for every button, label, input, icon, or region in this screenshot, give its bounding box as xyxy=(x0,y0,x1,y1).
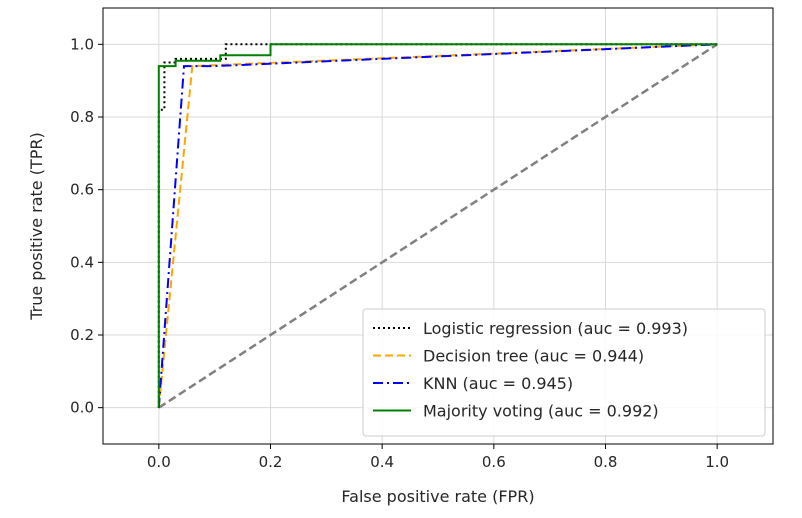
y-tick-label-4: 0.8 xyxy=(70,108,94,126)
x-tick-label-4: 0.8 xyxy=(594,453,618,471)
series-line-3 xyxy=(157,43,718,408)
series-line-4 xyxy=(158,43,718,409)
x-tick-label-2: 0.4 xyxy=(370,453,394,471)
plot-frame xyxy=(102,7,774,445)
x-tick-label-0: 0.0 xyxy=(147,453,171,471)
x-tick-label-3: 0.6 xyxy=(482,453,506,471)
legend: Logistic regression (auc = 0.993) Decisio… xyxy=(362,308,766,437)
grid-lines xyxy=(103,8,773,444)
x-tick-label-5: 1.0 xyxy=(705,453,729,471)
series-lines xyxy=(157,43,718,409)
y-tick-label-0: 0.0 xyxy=(70,399,94,417)
legend-label-1: Decision tree (auc = 0.944) xyxy=(423,347,644,366)
y-tick-label-5: 1.0 xyxy=(70,35,94,53)
series-line-0 xyxy=(157,43,718,408)
legend-label-3: Majority voting (auc = 0.992) xyxy=(423,402,659,421)
axis-ticks: 0.0 0.2 0.4 0.6 0.8 1.0 0.0 0.2 0.4 0.6 0.8 1.0 xyxy=(70,35,729,471)
series-line-2 xyxy=(157,43,718,408)
x-tick-label-1: 0.2 xyxy=(259,453,283,471)
y-axis-label: True positive rate (TPR) xyxy=(27,132,46,321)
legend-label-2: KNN (auc = 0.945) xyxy=(423,374,573,393)
y-tick-label-2: 0.4 xyxy=(70,253,94,271)
y-tick-label-1: 0.2 xyxy=(70,326,94,344)
y-tick-label-3: 0.6 xyxy=(70,181,94,199)
legend-box xyxy=(362,308,766,437)
series-line-1 xyxy=(157,43,718,408)
legend-label-0: Logistic regression (auc = 0.993) xyxy=(423,319,688,338)
x-axis-label: False positive rate (FPR) xyxy=(341,487,534,506)
